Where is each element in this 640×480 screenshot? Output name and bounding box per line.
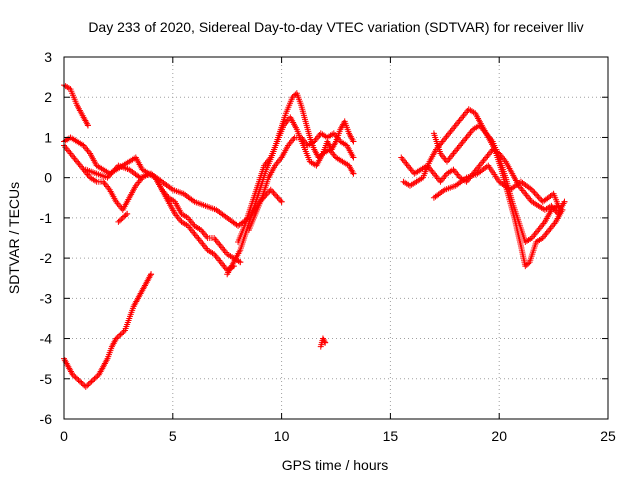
series-track-9 [245, 130, 357, 233]
data-point [91, 375, 98, 382]
data-point [115, 218, 122, 225]
series-track-6 [61, 271, 155, 390]
data-point [270, 189, 277, 196]
y-tick-label: 1 [44, 129, 52, 145]
data-point [289, 94, 296, 101]
data-point [350, 138, 357, 145]
data-point [531, 189, 538, 196]
series-track-11 [398, 146, 568, 217]
data-point [265, 189, 271, 196]
y-tick-label: 3 [44, 49, 52, 65]
data-point [124, 210, 131, 217]
y-axis-label: SDTVAR / TECUs [6, 182, 22, 294]
series-track-14 [430, 162, 564, 213]
data-point [525, 260, 532, 267]
series-track-8 [235, 114, 357, 246]
data-point [76, 378, 83, 385]
series-track-10 [317, 335, 329, 350]
data-point [534, 192, 541, 199]
data-point [273, 192, 280, 199]
data-point [117, 331, 124, 338]
data-point [121, 213, 128, 220]
data-point [530, 188, 537, 195]
series-track-1 [61, 82, 91, 129]
x-tick-label: 0 [60, 428, 68, 444]
data-point [116, 217, 123, 224]
data-point [119, 214, 126, 221]
data-point [75, 377, 82, 384]
data-point [92, 374, 99, 381]
y-tick-label: -5 [40, 371, 53, 387]
y-tick-label: -1 [40, 210, 53, 226]
data-point [277, 197, 284, 204]
series-track-13 [430, 122, 561, 246]
data-point [350, 154, 357, 161]
data-point [69, 371, 76, 378]
y-tick-label: 0 [44, 170, 52, 186]
data-point [78, 379, 85, 386]
data-point [319, 335, 326, 342]
x-axis-label: GPS time / hours [282, 457, 389, 473]
data-point [84, 382, 91, 389]
data-point [118, 216, 125, 223]
data-point [237, 259, 244, 266]
data-point [274, 194, 281, 201]
data-point [290, 92, 297, 99]
y-tick-label: -2 [40, 250, 53, 266]
data-point [88, 378, 95, 385]
data-point [321, 338, 328, 345]
data-point [74, 375, 81, 382]
y-tick-label: 2 [44, 89, 52, 105]
data-point [278, 198, 285, 205]
data-point [113, 335, 120, 342]
y-tick-label: -3 [40, 290, 53, 306]
x-tick-label: 5 [169, 428, 177, 444]
data-point [271, 191, 278, 198]
series-track-2 [61, 134, 244, 266]
series-track-5 [115, 210, 131, 225]
series-track-12 [400, 106, 566, 270]
x-tick-label: 10 [274, 428, 290, 444]
plot-frame [63, 56, 609, 420]
data-point [535, 194, 542, 201]
y-tick-label: -4 [40, 331, 53, 347]
data-point [269, 188, 276, 195]
data-point [275, 195, 282, 202]
data-point [561, 198, 568, 205]
y-tick-label: -6 [40, 411, 53, 427]
data-point [267, 186, 274, 193]
data-point [322, 339, 329, 346]
data-point [72, 374, 79, 381]
data-point [116, 332, 123, 339]
series-track-4 [82, 162, 285, 229]
data-point [522, 263, 529, 270]
x-tick-label: 25 [600, 428, 616, 444]
data-point [82, 383, 89, 390]
data-point [320, 336, 327, 343]
data-point [87, 379, 94, 386]
data-point [71, 373, 78, 380]
data-point [85, 381, 92, 388]
chart-title: Day 233 of 2020, Sidereal Day-to-day VTE… [88, 19, 583, 35]
plot-area [61, 82, 568, 390]
data-point [557, 206, 564, 213]
data-point [532, 191, 539, 198]
data-point [84, 122, 91, 129]
data-point [148, 271, 155, 278]
data-point [350, 170, 357, 177]
data-point [79, 381, 86, 388]
x-tick-label: 15 [383, 428, 399, 444]
data-point [119, 330, 126, 337]
data-point [114, 334, 121, 341]
axis-ticks: 0 5 10 15 20 25 -6 -5 -4 -3 -2 -1 0 1 2 3 [40, 49, 616, 444]
data-point [122, 212, 129, 219]
data-point [120, 328, 127, 335]
data-point [90, 377, 97, 384]
data-point [523, 261, 530, 268]
x-tick-label: 20 [491, 428, 507, 444]
